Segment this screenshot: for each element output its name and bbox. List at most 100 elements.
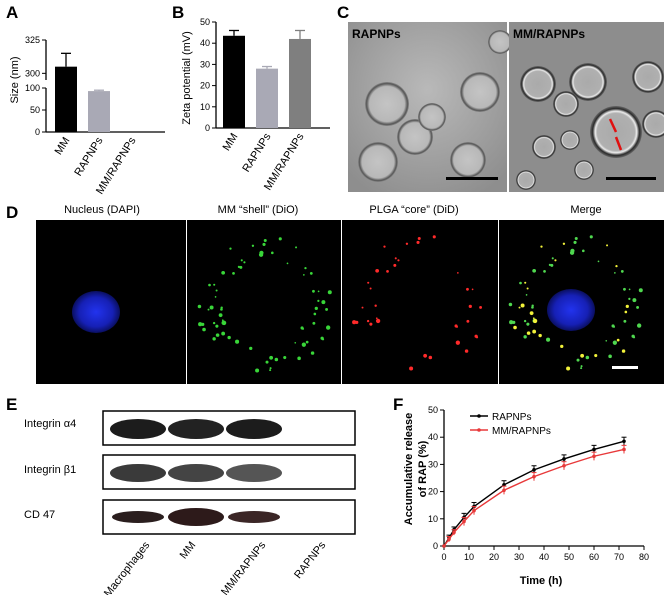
fluorescence-dot-green — [209, 305, 214, 310]
wb-lane-macrophages: Macrophages — [102, 539, 153, 595]
fluorescence-dot-red — [479, 306, 483, 309]
axis-f-ytick-label: 30 — [428, 459, 438, 469]
tem-right-label: MM/RAPNPs — [513, 27, 585, 41]
wb-lane-mm: MM — [178, 539, 199, 561]
dio-image — [187, 220, 341, 384]
fluorescence-dot-green — [271, 251, 274, 255]
chart-a-bar — [88, 91, 110, 132]
chart-f-point — [502, 488, 506, 493]
fluorescence-dot-merge — [570, 248, 575, 253]
fluorescence-dot-green — [227, 335, 231, 340]
axis-f-ytick-label: 50 — [428, 405, 438, 415]
nucleus-blue — [72, 291, 120, 333]
fluorescence-dot-green — [262, 242, 266, 247]
axis-b-tick-label: 50 — [200, 17, 210, 27]
chart-a-category-label: RAPNPs — [72, 135, 105, 179]
confocal-title-dio: MM “shell” (DiO) — [218, 204, 299, 216]
fluorescence-dot-green — [309, 272, 313, 275]
fluorescence-dot-green — [221, 331, 226, 336]
fluorescence-dot-merge — [624, 310, 628, 314]
chart-f-point — [622, 439, 626, 444]
confocal-svg: Nucleus (DAPI) MM “shell” (DiO) PLGA “co… — [36, 204, 664, 384]
fluorescence-dot-merge — [573, 240, 577, 245]
fluorescence-dot-merge — [623, 319, 627, 323]
axis-f-xtick-label: 80 — [639, 552, 649, 562]
fluorescence-dot-red — [394, 257, 397, 260]
fluorescence-dot-green — [215, 324, 219, 328]
fluorescence-dot-green — [278, 237, 282, 241]
arrow-red-1 — [608, 118, 618, 133]
fluorescence-dot-merge — [620, 270, 624, 273]
tem-image-svg: RAPNPs MM/RAPNPs — [348, 22, 668, 192]
fluorescence-dot-merge — [519, 281, 522, 285]
fluorescence-dot-merge — [597, 260, 600, 263]
western-svg: Integrin α4 Integrin β1 CD 47 Macrophage… — [24, 410, 356, 599]
fluorescence-dot-merge — [615, 264, 618, 268]
fluorescence-dot-merge — [574, 237, 578, 241]
chart-f-xlabel: Time (h) — [520, 575, 563, 587]
fluorescence-dot-merge — [532, 318, 538, 324]
fluorescence-dot-red — [471, 288, 474, 291]
chart-f-legend-marker — [477, 414, 481, 418]
fluorescence-dot-green — [207, 308, 210, 311]
axis-f-xtick-label: 20 — [489, 552, 499, 562]
fluorescence-dot-green — [255, 368, 260, 373]
fluorescence-dot-red — [383, 245, 386, 248]
axis-f-xtick-label: 60 — [589, 552, 599, 562]
fluorescence-dot-merge — [543, 269, 546, 273]
fluorescence-dot-merge — [529, 311, 534, 316]
fluorescence-dot-merge — [621, 349, 626, 353]
fluorescence-dot-green — [323, 301, 326, 304]
fluorescence-dot-green — [212, 337, 216, 341]
fluorescence-dot-green — [212, 321, 216, 325]
fluorescence-dot-merge — [508, 302, 513, 307]
fluorescence-dot-merge — [532, 329, 537, 334]
fluorescence-dot-red — [432, 235, 436, 239]
axis-b-tick-label: 40 — [200, 38, 210, 48]
fluorescence-dot-red — [375, 318, 381, 324]
fluorescence-dot-merge — [608, 354, 612, 359]
chart-f-point — [452, 530, 456, 535]
fluorescence-dot-green — [214, 296, 217, 298]
wb-row-label-b1: Integrin β1 — [24, 464, 76, 476]
fluorescence-dot-green — [321, 338, 325, 341]
axis-f-xtick-label: 40 — [539, 552, 549, 562]
fluorescence-dot-green — [313, 312, 317, 316]
confocal-title-dapi: Nucleus (DAPI) — [64, 204, 140, 216]
axis-f-ytick-label: 0 — [433, 541, 438, 551]
panel-label-f: F — [393, 395, 404, 414]
fluorescence-dot-green — [215, 289, 218, 292]
chart-b-bar — [256, 68, 278, 128]
wb-row-label-cd47: CD 47 — [24, 509, 55, 521]
fluorescence-dot-merge — [628, 288, 631, 291]
fluorescence-dot-merge — [526, 287, 529, 290]
fluorescence-dot-green — [314, 306, 318, 310]
fluorescence-dot-merge — [623, 287, 626, 291]
fluorescence-dot-green — [305, 340, 309, 344]
wb-lane-mm-rapnps: MM/RAPNPs — [219, 539, 269, 595]
confocal-panel: Nucleus (DAPI) MM “shell” (DiO) PLGA “co… — [36, 200, 664, 384]
chart-f: Accumulative release of RAP (%) Time (h)… — [403, 405, 649, 587]
fluorescence-dot-merge — [605, 339, 608, 342]
axis-f-ytick-label: 40 — [428, 432, 438, 442]
chart-b-category-label: MM — [221, 131, 241, 153]
tem-rapnps-image: RAPNPs — [348, 22, 512, 192]
fluorescence-dot-merge — [524, 281, 527, 284]
fluorescence-dot-merge — [523, 335, 527, 339]
fluorescence-dot-red — [361, 306, 364, 309]
chart-f-point — [472, 508, 476, 513]
scale-bar-right — [606, 177, 656, 180]
fluorescence-dot-green — [218, 313, 223, 318]
fluorescence-dot-merge — [566, 366, 571, 371]
axis-f-xtick-label: 0 — [441, 552, 446, 562]
tem-left-label: RAPNPs — [352, 27, 401, 41]
fluorescence-dot-green — [243, 261, 246, 264]
chart-f-point — [532, 474, 536, 479]
fluorescence-dot-red — [366, 319, 370, 323]
fluorescence-dot-green — [235, 339, 240, 344]
fluorescence-dot-merge — [538, 333, 542, 338]
fluorescence-dot-merge — [638, 288, 643, 293]
chart-f-point — [442, 544, 446, 548]
fluorescence-dot-merge — [582, 249, 585, 253]
